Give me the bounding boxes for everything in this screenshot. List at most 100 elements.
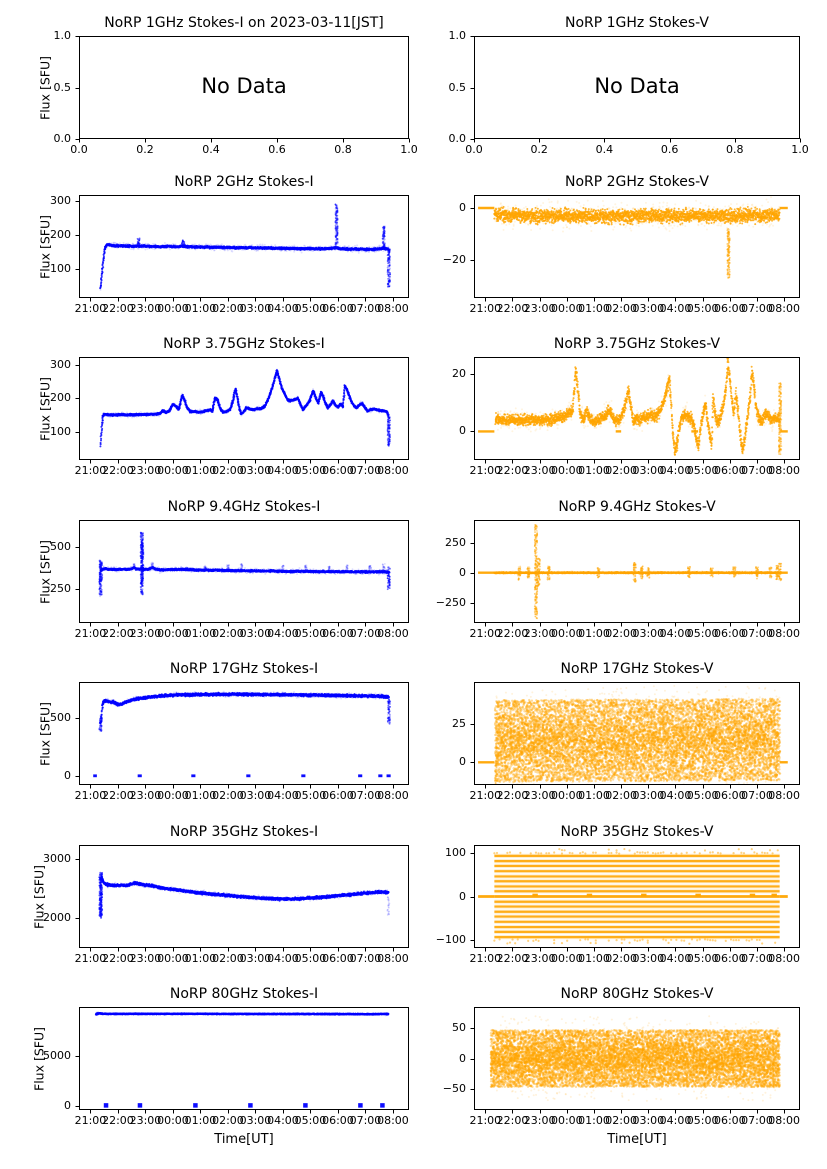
x-tick-label: 01:00 [578, 789, 610, 802]
plot-canvas-norp-9p4ghz-stokes-i [71, 518, 411, 630]
x-tick-label: 05:00 [294, 302, 327, 315]
plot-title: NoRP 9.4GHz Stokes-I [167, 499, 321, 515]
plot-canvas-norp-2ghz-stokes-v [466, 193, 802, 305]
y-tick-label: −50 [442, 1081, 466, 1095]
y-tick-label: 0 [459, 1051, 466, 1065]
y-tick-label: 200 [50, 391, 71, 405]
x-tick-label: 01:00 [578, 1114, 610, 1127]
x-tick-label: 04:00 [659, 627, 692, 640]
x-tick-label: 04:00 [267, 1114, 299, 1127]
x-tick-label: 08:00 [377, 302, 409, 315]
plot-title: NoRP 3.75GHz Stokes-V [553, 336, 721, 352]
x-tick-label: 05:00 [294, 627, 327, 640]
plot-canvas-norp-1ghz-stokes-v [466, 34, 802, 146]
x-tick-label: 21:00 [469, 952, 502, 965]
x-tick-label: 05:00 [686, 789, 719, 802]
x-tick-label: 0.6 [268, 143, 286, 156]
x-tick-label: 1.0 [400, 143, 418, 156]
x-tick-label: 23:00 [129, 627, 162, 640]
x-tick-label: 21:00 [74, 464, 107, 477]
x-tick-label: 08:00 [768, 627, 800, 640]
x-tick-label: 00:00 [157, 302, 189, 315]
x-tick-label: 22:00 [102, 464, 134, 477]
y-tick-label: 300 [50, 194, 71, 208]
x-tick-label: 04:00 [267, 464, 299, 477]
x-tick-label: 00:00 [157, 1114, 189, 1127]
x-tick-label: 23:00 [129, 464, 162, 477]
x-tick-label: 03:00 [632, 789, 665, 802]
x-tick-label: 06:00 [322, 302, 354, 315]
y-tick-label: 3000 [43, 852, 71, 866]
x-tick-label: 23:00 [523, 464, 556, 477]
plot-canvas-norp-2ghz-stokes-i [71, 193, 411, 305]
x-tick-label: 05:00 [294, 952, 327, 965]
x-tick-label: 1.0 [791, 143, 809, 156]
x-tick-label: 01:00 [184, 302, 217, 315]
x-tick-label: 08:00 [768, 1114, 800, 1127]
x-tick-label: 22:00 [102, 627, 134, 640]
y-tick-label: 5000 [43, 1049, 71, 1062]
x-tick-label: 05:00 [686, 302, 719, 315]
x-tick-label: 02:00 [605, 464, 637, 477]
x-tick-label: 22:00 [102, 952, 134, 965]
x-tick-label: 07:00 [349, 464, 382, 477]
x-tick-label: 02:00 [605, 302, 637, 315]
plot-title: NoRP 3.75GHz Stokes-I [163, 336, 325, 352]
x-tick-label: 04:00 [659, 1114, 692, 1127]
x-tick-label: 22:00 [496, 789, 529, 802]
x-tick-label: 03:00 [239, 952, 272, 965]
x-tick-label: 04:00 [659, 302, 692, 315]
y-tick-label: 250 [50, 582, 71, 596]
x-tick-label: 22:00 [496, 302, 529, 315]
x-tick-label: 00:00 [550, 1114, 583, 1127]
x-tick-label: 21:00 [469, 1114, 502, 1127]
x-tick-label: 05:00 [686, 627, 719, 640]
x-tick-label: 01:00 [184, 789, 217, 802]
x-tick-label: 00:00 [550, 952, 583, 965]
x-tick-label: 23:00 [129, 952, 162, 965]
y-tick-label: 100 [50, 262, 71, 276]
x-tick-label: 07:00 [741, 627, 773, 640]
plot-title: NoRP 1GHz Stokes-I on 2023-03-11[JST] [104, 15, 384, 31]
x-tick-label: 0.8 [726, 143, 744, 156]
y-tick-label: 0 [459, 565, 466, 579]
x-tick-label: 00:00 [157, 789, 189, 802]
x-tick-label: 07:00 [741, 464, 773, 477]
x-tick-label: 08:00 [768, 952, 800, 965]
x-tick-label: 22:00 [496, 627, 529, 640]
x-tick-label: 06:00 [713, 789, 746, 802]
x-tick-label: 22:00 [102, 789, 134, 802]
x-tick-label: 03:00 [239, 1114, 272, 1127]
x-tick-label: 21:00 [469, 464, 502, 477]
x-tick-label: 02:00 [605, 789, 637, 802]
plot-canvas-norp-3p75ghz-stokes-v [466, 355, 802, 467]
x-tick-label: 02:00 [212, 464, 244, 477]
x-tick-label: 01:00 [578, 627, 610, 640]
x-tick-label: 05:00 [686, 464, 719, 477]
x-tick-label: 01:00 [184, 952, 217, 965]
x-tick-label: 04:00 [659, 952, 692, 965]
x-tick-label: 03:00 [239, 627, 272, 640]
x-tick-label: 00:00 [157, 464, 189, 477]
x-tick-label: 07:00 [349, 789, 382, 802]
x-tick-label: 04:00 [659, 464, 692, 477]
y-tick-label: 0 [64, 769, 71, 783]
plot-title: NoRP 80GHz Stokes-I [169, 986, 319, 1002]
y-tick-label: 0 [459, 889, 466, 903]
x-tick-label: 21:00 [74, 1114, 107, 1127]
plot-canvas-norp-9p4ghz-stokes-v [466, 518, 802, 630]
y-tick-label: 100 [50, 424, 71, 438]
x-tick-label: 23:00 [129, 789, 162, 802]
x-tick-label: 03:00 [632, 952, 665, 965]
x-tick-label: 05:00 [686, 1114, 719, 1127]
x-tick-label: 08:00 [768, 789, 800, 802]
plot-title: NoRP 17GHz Stokes-V [560, 661, 714, 677]
x-tick-label: 06:00 [713, 627, 746, 640]
x-tick-label: 00:00 [157, 627, 189, 640]
x-axis-label: Time[UT] [214, 1132, 274, 1147]
x-tick-label: 22:00 [496, 1114, 529, 1127]
x-tick-label: 04:00 [267, 952, 299, 965]
plot-title: NoRP 2GHz Stokes-I [174, 174, 314, 190]
y-tick-label: 50 [452, 1021, 466, 1035]
plot-canvas-norp-80ghz-stokes-v [466, 1005, 802, 1117]
